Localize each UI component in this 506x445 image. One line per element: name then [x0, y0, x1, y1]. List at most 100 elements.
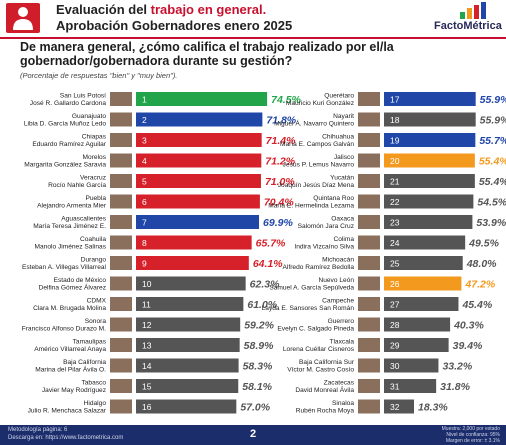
value-label: 69.9%	[263, 217, 293, 229]
footer-methodology-line: Metodología página: 6	[8, 427, 68, 433]
value-label: 55.9%	[480, 94, 506, 106]
footer-sample-info: Muestra: 2,000 por estado Nivel de confi…	[440, 426, 500, 444]
governor-photo	[110, 297, 132, 311]
approval-bar	[136, 317, 241, 332]
value-label: 58.3%	[243, 361, 273, 373]
governor-photo	[358, 194, 380, 209]
governor-photo	[110, 194, 132, 209]
value-label: 55.4%	[479, 176, 506, 188]
state-label: Zacatecas	[324, 380, 355, 387]
value-label: 54.5%	[477, 197, 506, 209]
value-label: 48.0%	[466, 258, 497, 270]
governor-label: Julio R. Menchaca Salazar	[28, 408, 107, 415]
approval-bar	[136, 112, 263, 127]
governor-photo	[110, 338, 132, 352]
approval-bar	[136, 194, 260, 209]
governor-photo	[358, 379, 380, 393]
header: Evaluación del trabajo en general. Aprob…	[0, 0, 506, 36]
governor-photo	[358, 317, 380, 332]
approval-bar	[136, 256, 249, 270]
approval-bar	[384, 399, 415, 414]
rank-label: 22	[390, 197, 400, 207]
value-label: 61.0%	[247, 299, 277, 311]
governor-photo	[358, 153, 380, 168]
governor-label: María E. Hermelinda Lezama	[268, 203, 354, 210]
rank-label: 1	[142, 95, 147, 105]
survey-question: De manera general, ¿cómo califica el tra…	[20, 40, 394, 68]
state-label: Guanajuato	[72, 113, 106, 120]
governor-label: Francisco Alfonso Durazo M.	[22, 326, 106, 333]
governor-label: Jesús P. Lemus Navarro	[283, 162, 355, 169]
approval-bar	[384, 215, 473, 229]
approval-bar	[384, 194, 474, 209]
rank-label: 16	[142, 402, 152, 412]
value-label: 55.9%	[480, 115, 506, 127]
rank-label: 6	[142, 197, 147, 207]
governor-label: Eduardo Ramírez Aguilar	[32, 141, 106, 148]
state-label: Jalisco	[334, 154, 354, 161]
governor-label: Mauricio Kuri González	[286, 100, 354, 107]
state-label: Veracruz	[80, 175, 106, 182]
approval-bar	[136, 92, 268, 106]
brand-name: FactoMétrica	[434, 20, 502, 32]
governor-label: José R. Gallardo Cardona	[30, 100, 107, 107]
rank-label: 12	[142, 320, 152, 330]
approval-bar	[136, 276, 246, 291]
state-label: Morelos	[83, 154, 107, 161]
state-label: Nayarit	[333, 113, 354, 120]
state-label: Chiapas	[82, 134, 107, 141]
title-highlight: trabajo en general.	[150, 2, 267, 17]
state-label: Estado de México	[54, 277, 107, 284]
governor-photo	[110, 235, 132, 250]
page-title: Evaluación del trabajo en general.	[56, 2, 266, 17]
governor-label: Alfredo Ramírez Bedolla	[283, 264, 355, 271]
rank-label: 10	[142, 279, 152, 289]
governor-label: Rocío Nahle García	[48, 182, 106, 189]
value-label: 49.5%	[468, 238, 499, 250]
approval-bar	[384, 358, 439, 373]
rank-label: 5	[142, 177, 147, 187]
state-label: Puebla	[85, 195, 106, 202]
governor-photo	[358, 133, 380, 147]
governor-label: María Teresa Jiménez E.	[33, 223, 106, 230]
value-label: 55.4%	[479, 156, 506, 168]
rank-label: 29	[390, 341, 400, 351]
state-label: Yucatán	[330, 175, 354, 182]
governor-label: Javier May Rodríguez	[42, 387, 106, 394]
rank-label: 13	[142, 341, 152, 351]
state-label: Quintana Roo	[313, 195, 354, 202]
title-prefix: Evaluación del	[56, 2, 151, 17]
governor-label: Marina del Pilar Ávila O.	[35, 365, 106, 374]
rank-label: 23	[390, 218, 400, 228]
governor-photo	[110, 215, 132, 229]
rank-label: 4	[142, 156, 147, 166]
approval-bar	[384, 112, 476, 127]
governor-label: Clara M. Brugada Molina	[33, 305, 106, 312]
governor-photo	[358, 276, 380, 291]
value-label: 71.0%	[265, 176, 295, 188]
rank-label: 17	[390, 95, 400, 105]
governor-label: Alejandro Armenta Mier	[37, 203, 107, 210]
governor-photo	[358, 235, 380, 250]
footer-download-link[interactable]: Descarga en: https://www.factometrica.co…	[8, 435, 124, 441]
rank-label: 27	[390, 300, 400, 310]
value-label: 31.8%	[440, 381, 470, 393]
rank-label: 2	[142, 115, 147, 125]
rank-label: 32	[390, 402, 400, 412]
state-label: Campeche	[322, 298, 354, 305]
